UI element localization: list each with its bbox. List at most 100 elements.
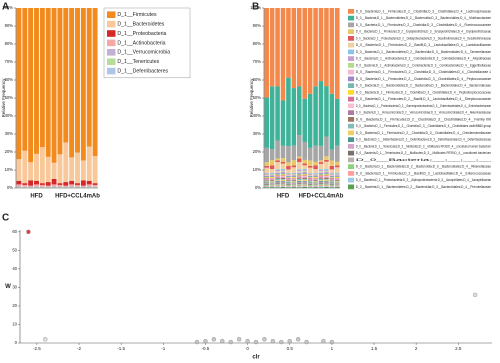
bar-segment (75, 184, 80, 187)
y-tick-label: 60 (12, 229, 17, 234)
bar-segment (324, 182, 329, 184)
bar-segment (51, 162, 57, 179)
legend-label: D_0__Bacteria;D_1__Tenericutes;D_2__Moll… (356, 144, 491, 148)
bar-segment (269, 172, 275, 174)
bar-segment (286, 186, 291, 187)
bar-segment (280, 173, 286, 175)
bar-segment (264, 185, 269, 187)
bar-segment (291, 179, 297, 180)
bar-segment (264, 162, 269, 166)
legend-label: D_0__Bacteria;D_1__Actinobacteria;D_2__C… (356, 57, 491, 61)
bar-segment (280, 183, 286, 185)
bar-segment (16, 180, 22, 185)
bar-segment (302, 176, 307, 178)
bar-segment (297, 186, 302, 188)
bar-segment (329, 175, 335, 177)
bar-segment (280, 170, 286, 171)
bar-segment (275, 182, 280, 184)
bar-segment (307, 167, 313, 174)
bar-segment (291, 185, 297, 186)
bar-segment (313, 145, 318, 162)
bar-segment (335, 167, 340, 173)
bar-segment (313, 184, 318, 186)
point (304, 339, 309, 345)
bar-segment (302, 175, 307, 177)
bar-segment (269, 177, 275, 178)
bar-segment (329, 183, 335, 185)
y-tick-label: 30% (5, 131, 14, 136)
bar-segment (297, 162, 302, 170)
y-tick-label: 0% (255, 185, 261, 190)
bar-segment (34, 8, 39, 154)
bar-segment (264, 186, 269, 188)
y-tick-label: 0% (7, 185, 13, 190)
legend-label: D_0__Bacteria;D_1__Bacteroidetes;D_2__Ba… (356, 84, 491, 88)
bar-segment (335, 145, 340, 162)
legend-label: D_1__Deferribacteres (117, 68, 168, 74)
bar-segment (45, 182, 51, 186)
y-tick-label: 90% (253, 23, 262, 28)
bar-segment (264, 183, 269, 184)
bar-segment (318, 162, 324, 164)
bar-segment (335, 183, 340, 185)
bar-segment (45, 187, 51, 188)
bar-segment (275, 140, 280, 159)
bar-segment (269, 177, 275, 179)
bar-segment (318, 181, 324, 183)
bar-segment (28, 162, 34, 181)
bar-segment (264, 182, 269, 184)
y-tick-label: 70% (253, 59, 262, 64)
bar-segment (302, 141, 307, 160)
bar-segment (275, 170, 280, 172)
bar-segment (318, 184, 324, 186)
point (287, 338, 292, 344)
bar-segment (286, 179, 291, 181)
bar-segment (335, 179, 340, 180)
point (321, 338, 326, 344)
bar-segment (324, 159, 329, 162)
y-tick-label: 0 (15, 340, 18, 345)
bar-segment (335, 176, 340, 178)
bar-segment (264, 147, 269, 163)
bar-segment (313, 86, 318, 146)
x-tick-label: -0.5 (202, 346, 210, 351)
legend-swatch (348, 130, 355, 136)
bar-segment (329, 177, 335, 178)
bar-segment (275, 160, 280, 163)
bar-segment (313, 185, 318, 186)
legend-swatch (107, 20, 116, 28)
bar-segment (269, 180, 275, 182)
bar-segment (302, 8, 307, 99)
y-axis-label: W (5, 284, 11, 290)
bar-segment (63, 8, 69, 143)
bar-segment (264, 186, 269, 187)
bar-segment (280, 161, 286, 164)
bar-segment (57, 187, 63, 188)
bar-segment (297, 183, 302, 185)
bar-segment (269, 182, 275, 183)
bar-segment (269, 181, 275, 183)
bar-segment (92, 183, 98, 185)
legend-label: D_1__Firmicutes (117, 12, 157, 18)
bar-segment (302, 165, 307, 169)
bar-segment (269, 184, 275, 186)
bar-segment (269, 185, 275, 186)
bar-segment (329, 175, 335, 176)
bar-segment (51, 184, 57, 187)
bar-segment (275, 171, 280, 173)
bar-segment (307, 185, 313, 187)
legend-label: D_0__Bacteria;D_1__Verrucomicrobia;D_2__… (356, 111, 491, 115)
bar-segment (269, 165, 275, 170)
bar-segment (318, 170, 324, 172)
bar-segment (286, 174, 291, 176)
bar-segment (286, 184, 291, 186)
group-label: HFD (30, 194, 43, 200)
bar-segment (302, 177, 307, 179)
legend-label: D_0__Bacteria;D_1__Firmicutes;D_2__Clost… (356, 131, 491, 135)
bar-segment (335, 179, 340, 181)
bar-segment (28, 187, 34, 188)
bar-segment (63, 186, 69, 188)
y-tick-label: 10% (253, 167, 262, 172)
bar-segment (286, 177, 291, 179)
x-tick-label: 0.5 (287, 346, 294, 351)
